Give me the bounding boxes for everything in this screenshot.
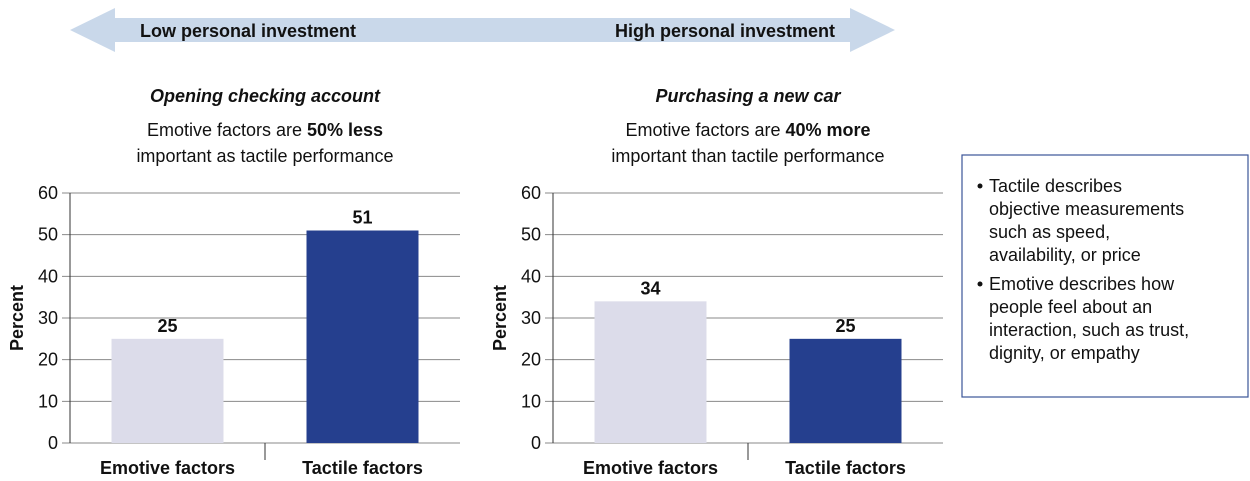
y-tick-label: 50 xyxy=(521,225,541,245)
x-tick-label: Emotive factors xyxy=(100,458,235,478)
value-label: 25 xyxy=(835,316,855,336)
chart-subtitle: Emotive factors are 40% more xyxy=(625,120,870,140)
x-tick-label: Tactile factors xyxy=(785,458,906,478)
value-label: 25 xyxy=(157,316,177,336)
y-axis-label: Percent xyxy=(7,285,27,351)
y-tick-label: 20 xyxy=(521,350,541,370)
y-tick-label: 30 xyxy=(521,308,541,328)
y-tick-label: 30 xyxy=(38,308,58,328)
chart-title: Purchasing a new car xyxy=(655,86,841,106)
notes: Tactile describes objective measurements s… xyxy=(977,176,1189,363)
y-tick-label: 10 xyxy=(38,391,58,411)
note-line: dignity, or empathy xyxy=(989,343,1140,363)
subtitle-emphasis: 50% less xyxy=(307,120,383,140)
y-tick-label: 40 xyxy=(38,266,58,286)
value-label: 51 xyxy=(352,208,372,228)
arrow-label-left: Low personal investment xyxy=(140,21,356,41)
chart-subtitle: important as tactile performance xyxy=(136,146,393,166)
subtitle-text: Emotive factors are xyxy=(147,120,302,140)
x-tick-label: Emotive factors xyxy=(583,458,718,478)
chart-subtitle: important than tactile performance xyxy=(611,146,884,166)
note-line: objective measurements xyxy=(989,199,1184,219)
notes-box xyxy=(961,154,1249,398)
investment-arrow xyxy=(70,8,895,52)
note-line: interaction, such as trust, xyxy=(989,320,1189,340)
value-label: 34 xyxy=(640,278,660,298)
note-line: people feel about an xyxy=(989,297,1152,317)
subtitle-emphasis: 40% more xyxy=(786,120,871,140)
chart-title: Opening checking account xyxy=(150,86,381,106)
y-tick-label: 20 xyxy=(38,350,58,370)
subtitle-text: Emotive factors are xyxy=(625,120,780,140)
note-line: such as speed, xyxy=(989,222,1110,242)
y-tick-label: 60 xyxy=(38,183,58,203)
bar xyxy=(789,338,902,443)
bullet xyxy=(977,183,983,189)
y-axis-label: Percent xyxy=(490,285,510,351)
arrow-label-right: High personal investment xyxy=(615,21,835,41)
chart-subtitle: Emotive factors are 50% less xyxy=(147,120,383,140)
bar xyxy=(111,338,224,443)
note-line: availability, or price xyxy=(989,245,1141,265)
x-tick-label: Tactile factors xyxy=(302,458,423,478)
note-line: Tactile describes xyxy=(989,176,1122,196)
y-tick-label: 60 xyxy=(521,183,541,203)
y-tick-label: 0 xyxy=(48,433,58,453)
bar xyxy=(594,301,707,443)
y-tick-label: 10 xyxy=(521,391,541,411)
bullet xyxy=(977,281,983,287)
note-line: Emotive describes how xyxy=(989,274,1175,294)
bar xyxy=(306,230,419,443)
y-tick-label: 0 xyxy=(531,433,541,453)
y-tick-label: 40 xyxy=(521,266,541,286)
y-tick-label: 50 xyxy=(38,225,58,245)
